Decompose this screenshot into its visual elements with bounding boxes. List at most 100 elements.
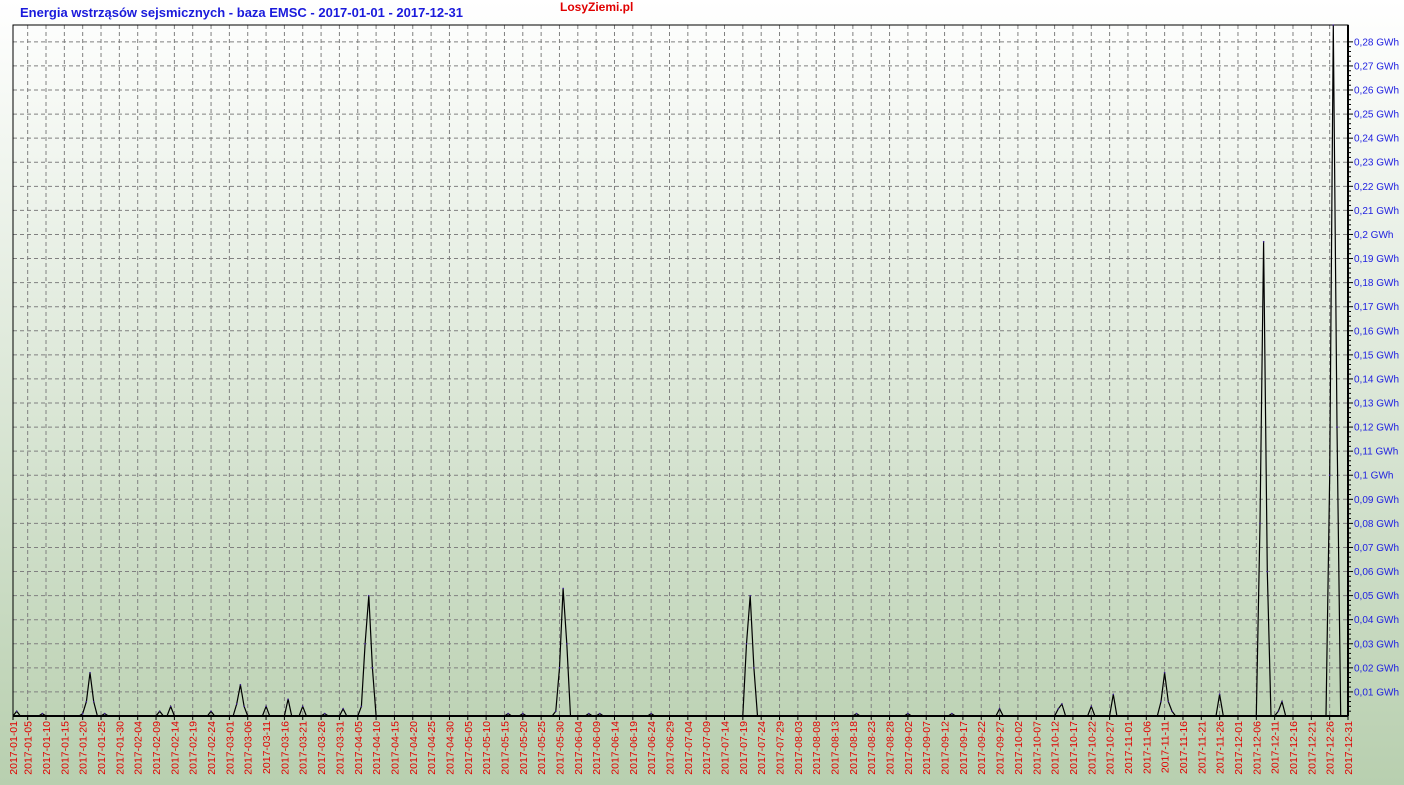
data-point xyxy=(15,710,18,712)
x-tick-label: 2017-08-03 xyxy=(793,721,805,775)
data-point xyxy=(243,705,245,708)
y-tick-label: 0,17 GWh xyxy=(1354,302,1399,313)
x-tick-label: 2017-10-17 xyxy=(1068,721,1080,775)
x-tick-label: 2017-10-02 xyxy=(1013,721,1025,775)
data-point xyxy=(210,710,212,712)
x-tick-label: 2017-06-09 xyxy=(591,721,603,775)
x-tick-label: 2017-02-19 xyxy=(188,721,200,775)
y-tick-label: 0,21 GWh xyxy=(1354,206,1399,217)
data-point xyxy=(1171,710,1173,712)
y-tick-label: 0,08 GWh xyxy=(1354,519,1399,530)
data-point xyxy=(907,712,909,715)
x-tick-label: 2017-12-11 xyxy=(1270,721,1282,774)
x-tick-label: 2017-09-07 xyxy=(921,721,933,775)
y-tick-label: 0,06 GWh xyxy=(1354,567,1399,578)
x-tick-label: 2017-01-20 xyxy=(78,721,90,775)
data-point xyxy=(753,667,755,669)
x-tick-label: 2017-08-23 xyxy=(866,721,878,775)
data-point xyxy=(855,712,858,715)
data-point xyxy=(507,712,509,715)
y-axis: 0,01 GWh 0,02 GWh 0,03 GWh 0,04 GWh 0,05 GWh… xyxy=(1348,37,1399,712)
data-point xyxy=(158,710,161,712)
data-point xyxy=(103,712,106,715)
data-point xyxy=(301,705,304,708)
x-tick-label: 2017-04-05 xyxy=(353,721,365,775)
x-tick-label: 2017-09-12 xyxy=(940,721,952,775)
x-tick-label: 2017-08-28 xyxy=(885,721,897,775)
data-point xyxy=(367,594,370,597)
y-tick-label: 0,22 GWh xyxy=(1354,182,1399,193)
x-tick-label: 2017-08-18 xyxy=(848,721,860,775)
x-tick-label: 2017-10-22 xyxy=(1086,721,1098,775)
y-tick-label: 0,09 GWh xyxy=(1354,495,1399,506)
y-tick-label: 0,25 GWh xyxy=(1354,110,1399,121)
x-tick-label: 2017-11-06 xyxy=(1141,721,1153,774)
x-tick-label: 2017-06-29 xyxy=(664,721,676,775)
y-tick-label: 0,03 GWh xyxy=(1354,639,1399,650)
y-tick-label: 0,19 GWh xyxy=(1354,254,1399,265)
x-tick-label: 2017-04-15 xyxy=(389,721,401,775)
y-tick-label: 0,05 GWh xyxy=(1354,591,1399,602)
x-axis: 2017-01-01 2017-01-05 2017-01-10 2017-01-15… xyxy=(8,716,1355,775)
data-point xyxy=(558,667,561,669)
x-tick-label: 2017-05-15 xyxy=(499,721,511,775)
data-point xyxy=(555,710,557,712)
chart-title: Energia wstrząsów sejsmicznych - baza EM… xyxy=(20,5,463,20)
x-tick-label: 2017-05-10 xyxy=(481,721,493,775)
data-point xyxy=(41,712,44,715)
y-tick-label: 0,16 GWh xyxy=(1354,326,1399,337)
x-tick-label: 2017-03-16 xyxy=(279,721,291,775)
x-tick-label: 2017-08-13 xyxy=(830,721,842,775)
x-tick-label: 2017-04-20 xyxy=(408,721,420,775)
x-tick-label: 2017-08-08 xyxy=(811,721,823,775)
y-tick-label: 0,11 GWh xyxy=(1354,447,1398,458)
x-tick-label: 2017-01-15 xyxy=(59,721,71,775)
data-point xyxy=(1218,693,1221,696)
x-tick-label: 2017-03-06 xyxy=(243,721,255,775)
data-point xyxy=(521,712,524,715)
data-point xyxy=(1328,474,1331,477)
x-tick-label: 2017-07-14 xyxy=(720,721,732,775)
y-tick-label: 0,18 GWh xyxy=(1354,278,1399,289)
data-point xyxy=(89,671,91,674)
x-tick-label: 2017-03-26 xyxy=(316,721,328,775)
x-tick-label: 2017-06-14 xyxy=(609,721,621,775)
x-tick-label: 2017-06-04 xyxy=(573,721,585,775)
y-tick-label: 0,13 GWh xyxy=(1354,399,1399,410)
x-tick-label: 2017-09-27 xyxy=(995,721,1007,775)
y-tick-label: 0,04 GWh xyxy=(1354,615,1399,626)
y-tick-label: 0,1 GWh xyxy=(1354,471,1393,482)
data-point xyxy=(85,700,88,703)
x-tick-label: 2017-11-16 xyxy=(1178,721,1190,774)
x-tick-label: 2017-07-09 xyxy=(701,721,713,775)
x-tick-label: 2017-06-19 xyxy=(628,721,640,775)
x-tick-label: 2017-01-05 xyxy=(23,721,35,775)
x-tick-label: 2017-03-11 xyxy=(261,721,273,774)
y-tick-label: 0,07 GWh xyxy=(1354,543,1399,554)
data-point xyxy=(1262,240,1265,243)
x-tick-label: 2017-04-25 xyxy=(426,721,438,775)
y-tick-label: 0,12 GWh xyxy=(1354,423,1399,434)
y-tick-label: 0,23 GWh xyxy=(1354,158,1399,169)
x-tick-label: 2017-12-21 xyxy=(1306,721,1318,775)
x-tick-label: 2017-05-05 xyxy=(463,721,475,775)
data-point xyxy=(566,642,568,645)
data-point xyxy=(998,707,1001,710)
x-tick-label: 2017-07-24 xyxy=(756,721,768,775)
data-point xyxy=(371,667,374,669)
x-tick-label: 2017-11-11 xyxy=(1160,721,1172,773)
data-point xyxy=(1277,710,1280,712)
y-tick-label: 0,2 GWh xyxy=(1354,230,1393,241)
data-point xyxy=(599,712,601,715)
data-point xyxy=(342,707,344,710)
data-point xyxy=(239,683,242,686)
y-tick-label: 0,26 GWh xyxy=(1354,86,1399,97)
data-point xyxy=(745,642,748,645)
data-point xyxy=(650,712,652,715)
data-point xyxy=(265,705,267,708)
data-point xyxy=(360,705,363,708)
x-tick-label: 2017-01-01 xyxy=(8,721,20,775)
x-tick-label: 2017-06-24 xyxy=(646,721,658,775)
